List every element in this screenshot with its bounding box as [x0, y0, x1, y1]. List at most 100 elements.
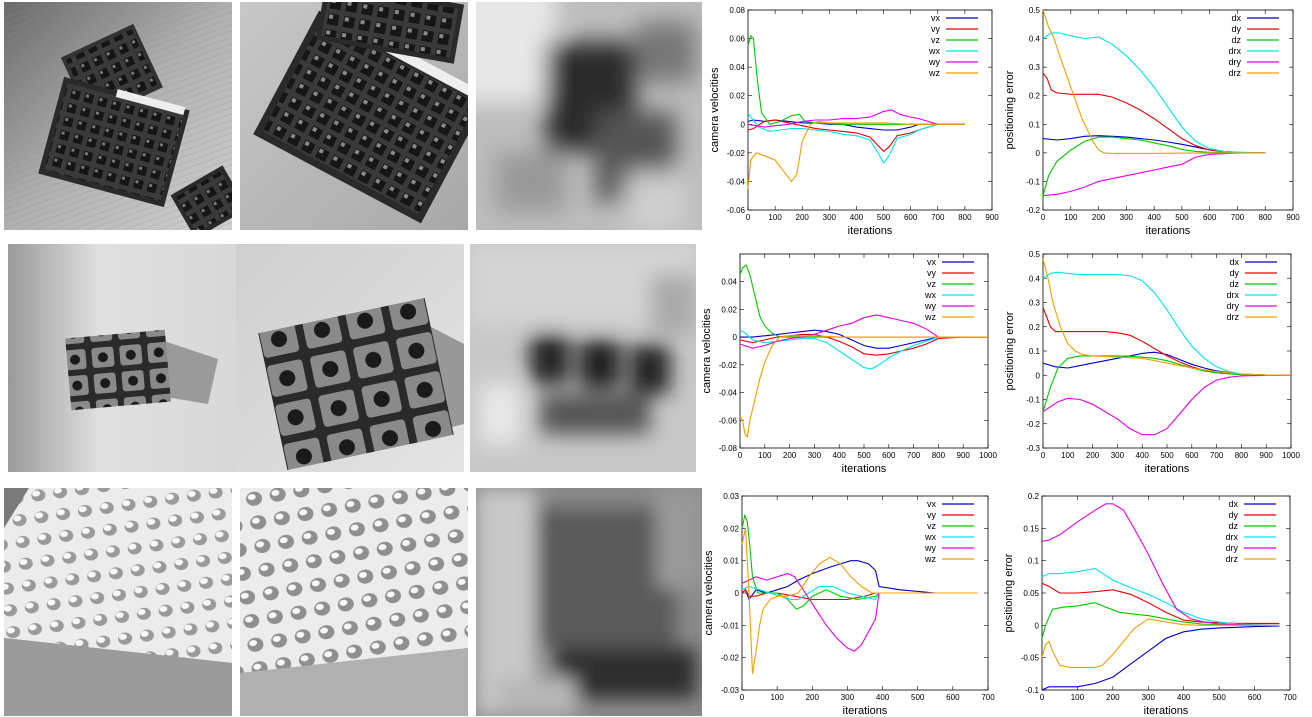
chart-row2-velocities: 0 100 200 300 400 500 600 700 800 900 1000 -0.08 -0.… — [698, 244, 998, 475]
y-tick-label: 0.3 — [1029, 299, 1041, 308]
x-tick-label: 300 — [841, 693, 855, 702]
x-tick-label: 100 — [1071, 693, 1085, 702]
y-tick-label: -0.3 — [1026, 444, 1040, 453]
series-line-dz — [1042, 355, 1292, 412]
x-tick-label: 0 — [746, 213, 751, 222]
x-tick-label: 800 — [958, 213, 972, 222]
series-line-dy — [1042, 72, 1266, 154]
y-tick-label: 0.02 — [729, 92, 745, 101]
y-tick-label: -0.06 — [727, 206, 746, 215]
x-tick-label: 400 — [850, 213, 864, 222]
y-tick-label: -0.02 — [721, 654, 740, 663]
legend-label-wy: wy — [924, 543, 936, 553]
series-line-vx — [741, 560, 978, 601]
chart-svg: 0 100 200 300 400 500 600 700 800 900 -0.2 -0.1 0 0.1… — [1004, 6, 1300, 237]
y-tick-label: -0.1 — [1025, 686, 1039, 695]
legend-label-vx: vx — [931, 13, 941, 23]
chart-svg: 0 100 200 300 400 500 600 700 800 900 1000 -0.08 -0.… — [701, 253, 997, 475]
legend-label-vy: vy — [927, 510, 937, 520]
x-axis-label: iterations — [1145, 463, 1190, 475]
series-line-wy — [741, 573, 978, 652]
y-tick-label: -0.2 — [1026, 206, 1040, 215]
x-tick-label: 200 — [783, 451, 797, 460]
x-tick-label: 800 — [1259, 213, 1273, 222]
series-line-drz — [1042, 258, 1292, 376]
y-tick-label: 0 — [741, 120, 746, 129]
x-tick-label: 900 — [1286, 213, 1300, 222]
x-tick-label: 0 — [1041, 213, 1046, 222]
series-line-wz — [747, 120, 965, 189]
x-tick-label: 200 — [1106, 693, 1120, 702]
y-tick-label: 0.2 — [1029, 92, 1041, 101]
series-line-wx — [747, 112, 965, 164]
x-tick-label: 900 — [1260, 451, 1274, 460]
series-line-drx — [1041, 567, 1280, 626]
series-line-wx — [739, 329, 988, 370]
x-tick-label: 700 — [981, 693, 995, 702]
y-tick-label: 0.4 — [1029, 274, 1041, 283]
legend-label-vy: vy — [931, 24, 941, 34]
legend-label-wx: wx — [924, 532, 936, 542]
series-line-dry — [1042, 374, 1291, 436]
foam-reference-image — [4, 488, 232, 716]
connector-current-image — [236, 244, 464, 472]
y-tick-label: 0.02 — [721, 305, 737, 314]
x-tick-label: 200 — [1092, 213, 1106, 222]
x-tick-label: 100 — [1064, 213, 1078, 222]
x-axis-label: iterations — [842, 463, 887, 475]
y-tick-label: -0.1 — [1026, 396, 1040, 405]
series-line-dry — [1042, 152, 1266, 197]
chart-row1-velocities: 0 100 200 300 400 500 600 700 800 900 -0.06 -0.04 -0… — [700, 0, 1000, 237]
y-tick-label: 0.02 — [723, 524, 739, 533]
x-tick-label: 400 — [1177, 693, 1191, 702]
x-tick-label: 700 — [1210, 451, 1224, 460]
series-line-vy — [739, 333, 988, 356]
y-axis-label: camera velocities — [703, 550, 715, 635]
x-tick-label: 1000 — [979, 451, 997, 460]
y-tick-label: 0.5 — [1029, 250, 1041, 259]
x-tick-label: 300 — [823, 213, 837, 222]
x-axis-label: iterations — [1146, 225, 1191, 237]
connector-difference-image — [470, 244, 696, 472]
y-tick-label: 0.3 — [1029, 63, 1041, 72]
y-axis-label: positioning error — [1004, 311, 1016, 390]
legend-label-dry: dry — [1228, 57, 1241, 67]
x-tick-label: 600 — [1203, 213, 1217, 222]
y-tick-label: 0 — [1036, 149, 1041, 158]
x-tick-label: 400 — [833, 451, 847, 460]
series-line-wy — [739, 314, 988, 349]
x-tick-label: 600 — [1185, 451, 1199, 460]
y-tick-label: 0.1 — [1028, 557, 1040, 566]
y-tick-label: 0.03 — [723, 492, 739, 501]
y-tick-label: 0.06 — [729, 35, 745, 44]
plot-frame — [739, 253, 989, 449]
legend-label-drx: drx — [1228, 46, 1241, 56]
x-tick-label: 800 — [932, 451, 946, 460]
y-tick-label: 0.2 — [1029, 323, 1041, 332]
series-line-drz — [1042, 9, 1266, 154]
legend-label-drz: drz — [1226, 312, 1239, 322]
x-tick-label: 400 — [1136, 451, 1150, 460]
x-tick-label: 900 — [957, 451, 971, 460]
x-tick-label: 500 — [1212, 693, 1226, 702]
x-tick-label: 300 — [1142, 693, 1156, 702]
legend-label-drx: drx — [1226, 290, 1239, 300]
legend-label-dz: dz — [1229, 279, 1239, 289]
legend-label-dry: dry — [1226, 301, 1239, 311]
series-line-dx — [1041, 625, 1280, 691]
chart-svg: 0 100 200 300 400 500 600 700 800 900 -0.06 -0.04 -0… — [709, 6, 999, 237]
x-tick-label: 400 — [876, 693, 890, 702]
x-tick-label: 700 — [931, 213, 945, 222]
x-tick-label: 600 — [904, 213, 918, 222]
y-tick-label: 0.04 — [729, 63, 745, 72]
pcb-current-image — [240, 2, 468, 230]
y-tick-label: -0.03 — [721, 686, 740, 695]
y-tick-label: -0.06 — [719, 416, 738, 425]
foam-difference-image — [476, 488, 702, 716]
legend-label-dx: dx — [1228, 499, 1238, 509]
x-tick-label: 0 — [738, 451, 743, 460]
legend-label-vz: vz — [927, 279, 937, 289]
plot-frame — [1042, 253, 1292, 449]
pcb-difference-image — [476, 2, 702, 230]
x-tick-label: 900 — [985, 213, 999, 222]
